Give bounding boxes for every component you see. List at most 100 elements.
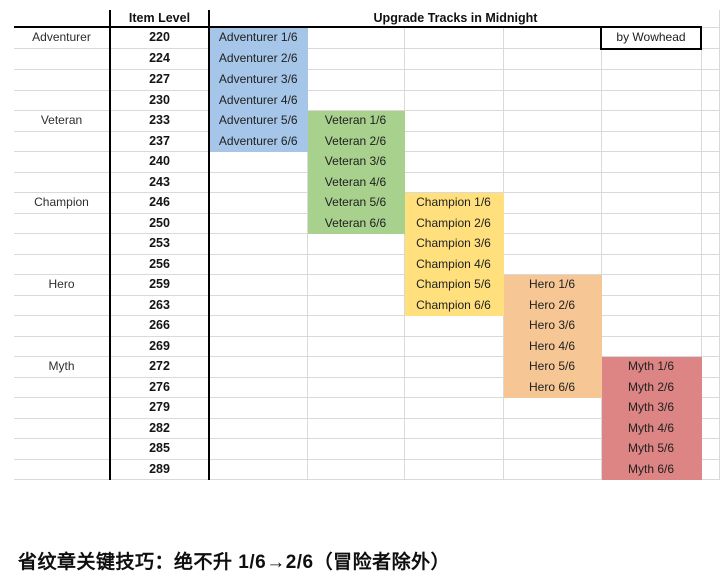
filler-cell — [701, 233, 720, 255]
upgrade-cell — [503, 48, 602, 70]
track-name-cell — [14, 48, 111, 70]
item-level-cell: 263 — [110, 295, 210, 316]
table-row: 266 Hero 3/6 — [14, 315, 720, 337]
table-row: 269 Hero 4/6 — [14, 336, 720, 357]
filler-cell — [701, 151, 720, 173]
upgrade-cell — [503, 192, 602, 214]
upgrade-cell — [404, 27, 504, 49]
track-name-cell — [14, 418, 111, 439]
track-name-cell — [14, 172, 111, 193]
upgrade-cell — [404, 151, 504, 173]
upgrade-cell: Myth 5/6 — [601, 438, 702, 460]
upgrade-cell — [307, 295, 405, 316]
track-name-cell: Veteran — [14, 110, 111, 132]
track-name-cell — [14, 397, 111, 419]
filler-cell — [701, 110, 720, 132]
upgrade-cell — [503, 110, 602, 132]
upgrade-cell — [209, 418, 308, 439]
upgrade-cell — [307, 397, 405, 419]
upgrade-cell — [307, 27, 405, 49]
upgrade-cell — [209, 172, 308, 193]
upgrade-cell: Hero 4/6 — [503, 336, 602, 357]
upgrade-cell: Champion 3/6 — [404, 233, 504, 255]
upgrade-cell — [601, 131, 702, 152]
upgrade-cell — [503, 131, 602, 152]
table-row: Myth 272 Hero 5/6 Myth 1/6 — [14, 356, 720, 378]
upgrade-cell — [209, 213, 308, 234]
table-row: 282 Myth 4/6 — [14, 418, 720, 439]
table-row: 243 Veteran 4/6 — [14, 172, 720, 193]
track-name-cell: Adventurer — [14, 27, 111, 49]
upgrade-cell: Hero 2/6 — [503, 295, 602, 316]
upgrade-cell — [601, 48, 702, 70]
table-row: 263 Champion 6/6 Hero 2/6 — [14, 295, 720, 316]
upgrade-cell: Champion 2/6 — [404, 213, 504, 234]
upgrade-cell — [209, 274, 308, 296]
item-level-cell: 289 — [110, 459, 210, 480]
upgrade-cell — [404, 69, 504, 91]
item-level-cell: 272 — [110, 356, 210, 378]
table-row: 276 Hero 6/6 Myth 2/6 — [14, 377, 720, 398]
table-row: 279 Myth 3/6 — [14, 397, 720, 419]
upgrade-cell — [503, 438, 602, 460]
upgrade-cell: Adventurer 4/6 — [209, 90, 308, 111]
item-level-cell: 269 — [110, 336, 210, 357]
upgrade-cell — [209, 295, 308, 316]
filler-cell — [701, 356, 720, 378]
filler-cell — [701, 397, 720, 419]
table-row: Champion 246 Veteran 5/6 Champion 1/6 — [14, 192, 720, 214]
upgrade-cell — [307, 459, 405, 480]
table-row: 227 Adventurer 3/6 — [14, 69, 720, 91]
upgrade-cell — [209, 233, 308, 255]
upgrade-cell — [601, 336, 702, 357]
track-name-cell — [14, 131, 111, 152]
upgrade-cell: Veteran 4/6 — [307, 172, 405, 193]
upgrade-cell — [601, 110, 702, 132]
upgrade-cell — [404, 315, 504, 337]
item-level-cell: 250 — [110, 213, 210, 234]
upgrade-cell — [307, 377, 405, 398]
upgrade-cell: Champion 1/6 — [404, 192, 504, 214]
upgrade-cell: Adventurer 5/6 — [209, 110, 308, 132]
upgrade-cell — [503, 69, 602, 91]
item-level-cell: 233 — [110, 110, 210, 132]
item-level-cell: 279 — [110, 397, 210, 419]
item-level-cell: 285 — [110, 438, 210, 460]
upgrade-cell — [601, 213, 702, 234]
table-row: Veteran 233 Adventurer 5/6 Veteran 1/6 — [14, 110, 720, 132]
upgrade-cell — [209, 459, 308, 480]
filler-cell — [701, 336, 720, 357]
item-level-cell: 246 — [110, 192, 210, 214]
item-level-cell: 240 — [110, 151, 210, 173]
upgrade-cell: Myth 1/6 — [601, 356, 702, 378]
table-row: 224 Adventurer 2/6 — [14, 48, 720, 70]
upgrade-cell — [307, 356, 405, 378]
upgrade-cell — [601, 151, 702, 173]
filler-cell — [701, 69, 720, 91]
upgrade-cell: Veteran 2/6 — [307, 131, 405, 152]
table-row: 250 Veteran 6/6 Champion 2/6 — [14, 213, 720, 234]
upgrade-cell — [307, 48, 405, 70]
track-name-cell — [14, 315, 111, 337]
filler-cell — [701, 131, 720, 152]
upgrade-cell — [209, 192, 308, 214]
table-row: 253 Champion 3/6 — [14, 233, 720, 255]
header-row: Item Level Upgrade Tracks in Midnight — [14, 10, 720, 28]
filler-cell — [701, 459, 720, 480]
track-name-cell — [14, 151, 111, 173]
upgrade-cell: Adventurer 3/6 — [209, 69, 308, 91]
upgrade-cell: Hero 5/6 — [503, 356, 602, 378]
header-filler — [701, 10, 720, 28]
upgrade-cell — [307, 90, 405, 111]
upgrade-cell: Myth 6/6 — [601, 459, 702, 480]
upgrade-cell — [209, 438, 308, 460]
item-level-cell: 243 — [110, 172, 210, 193]
filler-cell — [701, 295, 720, 316]
credit-cell: by Wowhead — [600, 27, 702, 50]
filler-cell — [701, 90, 720, 111]
upgrade-cell — [601, 295, 702, 316]
upgrade-cell: Hero 1/6 — [503, 274, 602, 296]
upgrade-cell — [209, 397, 308, 419]
item-level-cell: 259 — [110, 274, 210, 296]
track-header-spacer — [14, 10, 111, 28]
